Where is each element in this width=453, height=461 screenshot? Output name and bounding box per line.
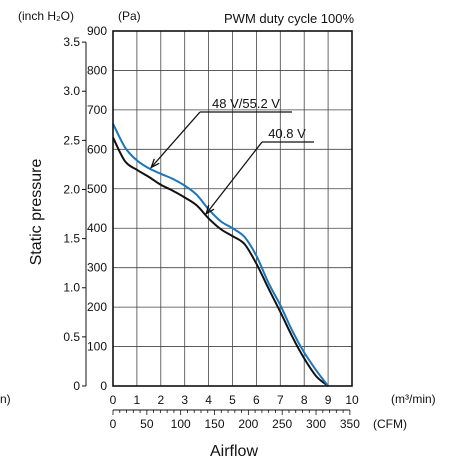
annotation-leaders: [150, 111, 314, 216]
x-unit-m3min: (m³/min): [391, 392, 436, 406]
plot-frame: [112, 30, 353, 387]
x-tick-label-m3min: 7: [277, 393, 284, 407]
x-tick-label-m3min: 8: [301, 393, 308, 407]
y-unit-pa: (Pa): [118, 9, 141, 23]
axes: 010020030040050060070080090000.51.01.52.…: [63, 24, 360, 431]
series-line-48v: [112, 123, 329, 387]
x-axis-title: Airflow: [210, 443, 258, 460]
annotation-label-48v: 48 V/55.2 V: [212, 96, 280, 111]
y-tick-label-inch: 0.5: [63, 330, 80, 344]
y-tick-label-inch: 1.5: [63, 232, 80, 246]
x-tick-label-m3min: 3: [181, 393, 188, 407]
x-tick-label-m3min: 9: [325, 393, 332, 407]
y-tick-label-inch: 2.5: [63, 133, 80, 147]
y-tick-label-pa: 800: [87, 63, 107, 77]
x-tick-label-m3min: 6: [253, 393, 260, 407]
series-lines: [112, 123, 329, 387]
annotation-arrowhead: [205, 204, 215, 216]
y-tick-label-pa: 700: [87, 103, 107, 117]
y-tick-label-pa: 500: [87, 182, 107, 196]
x-unit-cfm: (CFM): [373, 417, 407, 431]
y-tick-label-inch: 3.5: [63, 35, 80, 49]
y-tick-label-pa: 300: [87, 261, 107, 275]
chart-title: PWM duty cycle 100%: [224, 11, 354, 26]
x-tick-label-cfm: 350: [340, 417, 360, 431]
y-tick-label-inch: 2.0: [63, 182, 80, 196]
annotation-label-40v: 40.8 V: [268, 126, 306, 141]
annotation-leader: [205, 141, 263, 215]
y-tick-label-pa: 100: [87, 340, 107, 354]
x-tick-label-cfm: 0: [110, 417, 117, 431]
y-tick-label-inch: 0: [73, 379, 80, 393]
y-unit-inch: (inch H₂O): [18, 9, 74, 23]
y-axis-title: Static pressure: [28, 159, 45, 266]
x-tick-label-m3min: 0: [110, 393, 117, 407]
left-clipped-label: n): [0, 392, 11, 406]
x-tick-label-m3min: 1: [134, 393, 141, 407]
x-tick-label-cfm: 50: [140, 417, 154, 431]
x-tick-label-cfm: 150: [205, 417, 225, 431]
y-tick-label-pa: 400: [87, 221, 107, 235]
y-tick-label-pa: 900: [87, 24, 107, 38]
x-tick-label-cfm: 100: [171, 417, 191, 431]
y-tick-label-pa: 0: [100, 379, 107, 393]
x-tick-label-m3min: 2: [157, 393, 164, 407]
x-tick-label-cfm: 250: [272, 417, 292, 431]
y-tick-label-pa: 600: [87, 142, 107, 156]
series-line-40v: [112, 137, 329, 387]
x-tick-label-cfm: 200: [238, 417, 258, 431]
x-tick-label-m3min: 4: [205, 393, 212, 407]
y-tick-label-inch: 3.0: [63, 84, 80, 98]
annotation-arrowhead: [150, 158, 160, 169]
y-tick-label-inch: 1.0: [63, 281, 80, 295]
x-tick-label-cfm: 300: [306, 417, 326, 431]
x-tick-label-m3min: 5: [229, 393, 236, 407]
grid: [113, 31, 352, 386]
annotation-leader: [150, 111, 201, 168]
x-tick-label-m3min: 10: [345, 393, 359, 407]
y-tick-label-pa: 200: [87, 300, 107, 314]
